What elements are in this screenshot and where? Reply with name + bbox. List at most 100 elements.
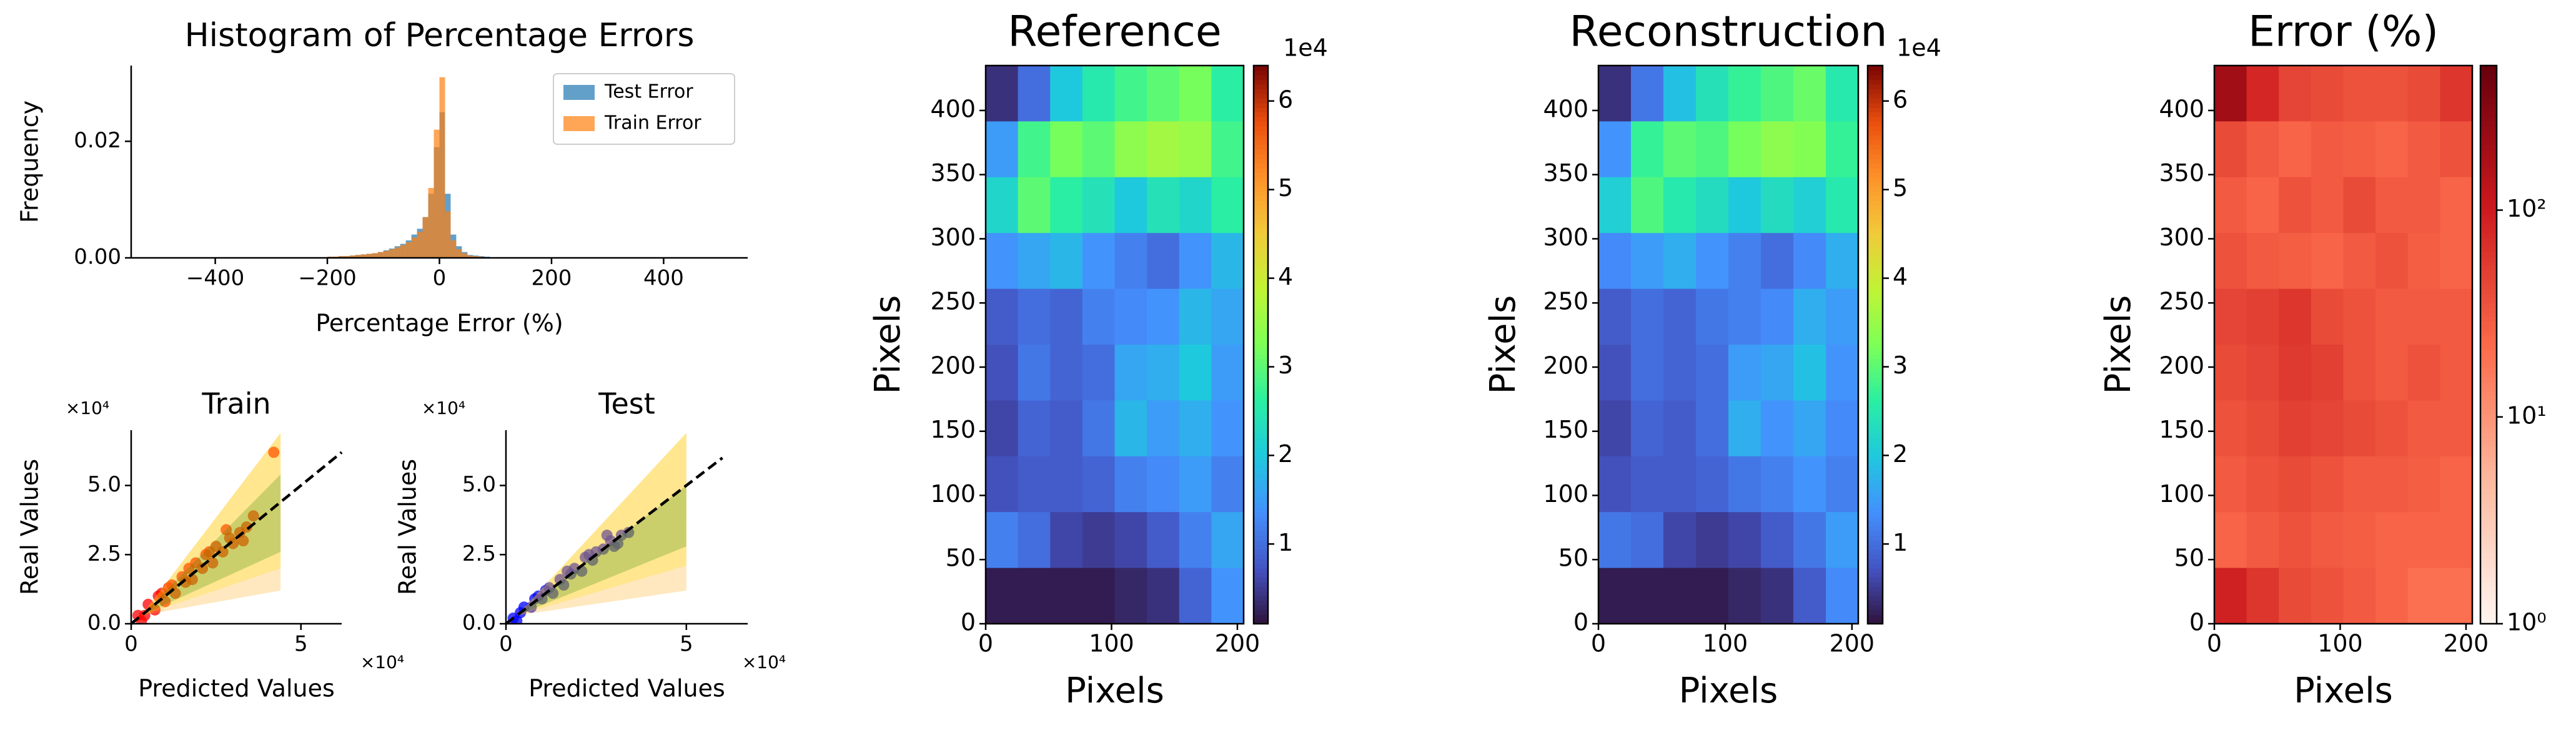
colorbar-gradient <box>1868 377 1883 383</box>
heatmap-cell <box>1082 177 1116 234</box>
colorbar-gradient <box>1254 298 1268 303</box>
histogram-bar <box>366 253 372 258</box>
colorbar-gradient <box>1254 317 1268 322</box>
colorbar-gradient <box>1868 526 1883 531</box>
scatter-point <box>183 563 195 574</box>
scatter-point <box>623 526 635 538</box>
colorbar-gradient <box>1254 558 1268 564</box>
x-tick-label: 100 <box>2317 630 2363 657</box>
x-axis-label: Predicted Values <box>138 675 335 702</box>
colorbar-gradient <box>1868 177 1883 182</box>
heatmap-cell <box>1598 568 1632 624</box>
heatmap-cell <box>2375 233 2409 290</box>
colorbar-gradient <box>1868 345 1883 350</box>
colorbar-gradient <box>1868 591 1883 596</box>
colorbar-gradient <box>1868 149 1883 155</box>
colorbar-gradient <box>1868 247 1883 252</box>
colorbar-gradient <box>2480 140 2497 145</box>
heatmap-cell <box>1793 456 1826 513</box>
colorbar-gradient <box>1254 405 1268 410</box>
y-tick-label: 0.0 <box>462 611 496 636</box>
heatmap-cell <box>1793 66 1826 122</box>
x-axis-label: Percentage Error (%) <box>315 310 563 337</box>
colorbar-tick-label: 10¹ <box>2507 401 2547 429</box>
heatmap-cell <box>1179 568 1212 624</box>
heatmap-cell <box>2375 121 2409 178</box>
y-axis-label: Pixels <box>868 295 908 395</box>
colorbar-gradient <box>1868 252 1883 257</box>
colorbar-gradient <box>1254 93 1268 99</box>
colorbar-gradient <box>1254 74 1268 80</box>
colorbar-gradient <box>1254 195 1268 201</box>
colorbar-gradient <box>1254 205 1268 210</box>
colorbar-gradient <box>1868 619 1883 624</box>
heatmap-cell <box>1114 177 1147 234</box>
heatmap-cell <box>2279 345 2312 401</box>
colorbar-gradient <box>2480 144 2497 150</box>
colorbar-gradient <box>2480 573 2497 578</box>
heatmap-cell <box>1147 66 1180 122</box>
colorbar-gradient <box>1254 353 1268 359</box>
colorbar-gradient <box>2480 312 2497 317</box>
colorbar-gradient <box>1254 214 1268 220</box>
colorbar-gradient <box>2480 321 2497 327</box>
heatmap-cell <box>2311 233 2344 290</box>
heatmap-cell <box>1696 400 1729 457</box>
colorbar-gradient <box>2480 428 2497 434</box>
colorbar-gradient <box>1254 312 1268 317</box>
colorbar-gradient <box>2480 195 2497 201</box>
heatmap-cell <box>1728 177 1761 234</box>
colorbar-gradient <box>2480 451 2497 457</box>
scatter-point <box>540 584 552 596</box>
colorbar-gradient <box>1868 516 1883 522</box>
colorbar-gradient <box>1868 140 1883 145</box>
colorbar-gradient <box>1254 228 1268 234</box>
heatmap-cell <box>2279 568 2312 624</box>
colorbar-gradient <box>2480 498 2497 503</box>
colorbar-gradient <box>2480 260 2497 266</box>
heatmap-cell <box>1211 512 1244 569</box>
heatmap-cell <box>2440 121 2473 178</box>
colorbar-gradient <box>1254 159 1268 164</box>
colorbar-gradient <box>1868 442 1883 448</box>
heatmap-cell <box>1050 568 1083 624</box>
colorbar-gradient <box>2480 544 2497 550</box>
colorbar-gradient <box>1254 531 1268 536</box>
heatmap-cell <box>2440 400 2473 457</box>
colorbar-gradient <box>1254 586 1268 592</box>
heatmap-cell <box>1826 177 1859 234</box>
heatmap-cell <box>2279 400 2312 457</box>
colorbar-gradient <box>2480 521 2497 527</box>
heatmap-cell <box>1598 177 1632 234</box>
histogram-bar <box>422 217 429 258</box>
colorbar-gradient <box>1254 167 1268 173</box>
colorbar-gradient <box>2480 335 2497 341</box>
scatter-point <box>511 615 523 624</box>
heatmap-cell <box>1663 121 1697 178</box>
colorbar-gradient <box>2480 224 2497 229</box>
colorbar-gradient <box>1868 614 1883 620</box>
heatmap-cell <box>1179 345 1212 401</box>
heatmap-cell <box>2214 233 2247 290</box>
colorbar-gradient <box>1868 335 1883 341</box>
heatmap-cell <box>1179 512 1212 569</box>
heatmap-cell <box>2246 233 2279 290</box>
colorbar-gradient <box>1868 438 1883 443</box>
legend-label: Test Error <box>604 81 693 103</box>
colorbar-gradient <box>1254 400 1268 406</box>
chart-title: Histogram of Percentage Errors <box>185 17 695 54</box>
scatter-point <box>237 535 249 547</box>
histogram-bar <box>344 256 350 258</box>
heatmap-cell <box>1761 456 1794 513</box>
colorbar-gradient <box>1254 186 1268 192</box>
colorbar-gradient <box>2480 252 2497 257</box>
heatmap-cell <box>2246 456 2279 513</box>
heatmap-cell <box>1663 345 1697 401</box>
colorbar-gradient <box>2480 405 2497 410</box>
colorbar-gradient <box>2480 581 2497 587</box>
colorbar-gradient <box>2480 568 2497 573</box>
heatmap-cell <box>1598 456 1632 513</box>
heatmap-cell <box>1696 288 1729 345</box>
x-tick-label: 0 <box>978 630 993 657</box>
x-tick-label: 100 <box>1089 630 1134 657</box>
